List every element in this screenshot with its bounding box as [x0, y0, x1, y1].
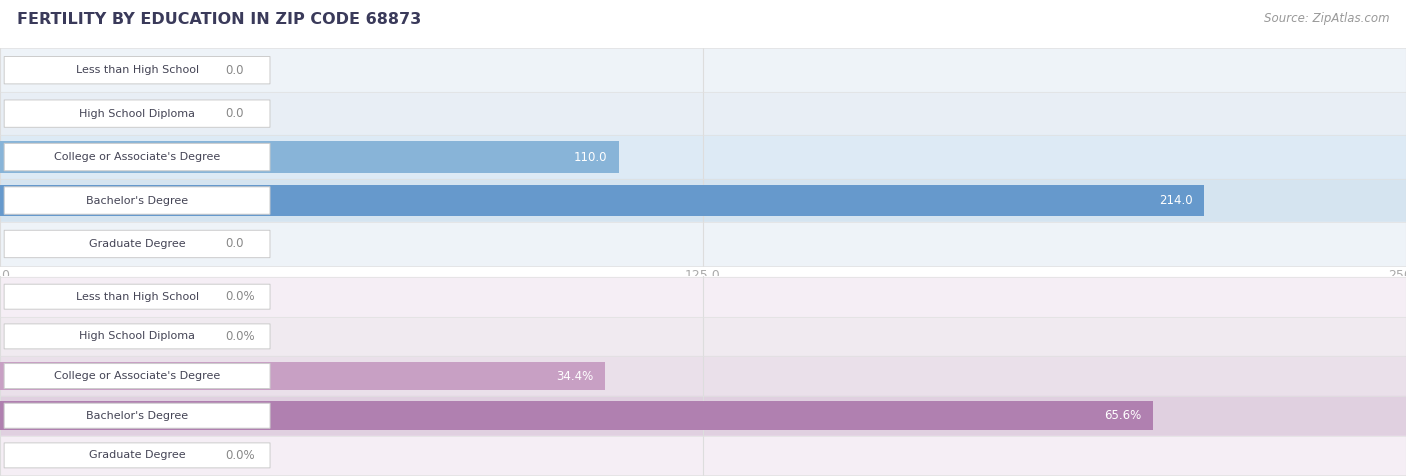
Bar: [0, 135, 1406, 179]
FancyBboxPatch shape: [4, 187, 270, 214]
Text: High School Diploma: High School Diploma: [79, 109, 195, 119]
Bar: [0, 185, 1204, 216]
Text: 34.4%: 34.4%: [557, 369, 593, 383]
Bar: [0, 277, 1406, 317]
FancyBboxPatch shape: [4, 284, 270, 309]
Text: 0.0%: 0.0%: [225, 330, 254, 343]
Bar: [0, 222, 1406, 266]
FancyBboxPatch shape: [4, 100, 270, 127]
Text: Bachelor's Degree: Bachelor's Degree: [86, 411, 188, 421]
Text: College or Associate's Degree: College or Associate's Degree: [53, 371, 221, 381]
Text: FERTILITY BY EDUCATION IN ZIP CODE 68873: FERTILITY BY EDUCATION IN ZIP CODE 68873: [17, 12, 422, 27]
FancyBboxPatch shape: [4, 403, 270, 428]
Bar: [0, 401, 1153, 430]
Text: 110.0: 110.0: [574, 150, 607, 164]
FancyBboxPatch shape: [4, 364, 270, 388]
FancyBboxPatch shape: [4, 324, 270, 349]
Text: Less than High School: Less than High School: [76, 292, 198, 302]
FancyBboxPatch shape: [4, 443, 270, 468]
Text: 0.0: 0.0: [225, 64, 243, 77]
Text: Graduate Degree: Graduate Degree: [89, 450, 186, 460]
Text: 0.0: 0.0: [225, 238, 243, 250]
Bar: [0, 396, 1406, 436]
Text: 0.0: 0.0: [225, 107, 243, 120]
FancyBboxPatch shape: [4, 143, 270, 171]
Text: High School Diploma: High School Diploma: [79, 331, 195, 341]
Bar: [0, 179, 1406, 222]
Text: Source: ZipAtlas.com: Source: ZipAtlas.com: [1264, 12, 1389, 25]
Bar: [0, 362, 605, 390]
Text: 0.0%: 0.0%: [225, 290, 254, 303]
Text: 214.0: 214.0: [1159, 194, 1192, 207]
FancyBboxPatch shape: [4, 57, 270, 84]
Text: Graduate Degree: Graduate Degree: [89, 239, 186, 249]
Text: Bachelor's Degree: Bachelor's Degree: [86, 196, 188, 206]
FancyBboxPatch shape: [4, 230, 270, 258]
Text: 65.6%: 65.6%: [1105, 409, 1142, 422]
Text: Less than High School: Less than High School: [76, 65, 198, 75]
Bar: [0, 92, 1406, 135]
Bar: [0, 356, 1406, 396]
Bar: [0, 436, 1406, 475]
Bar: [0, 317, 1406, 356]
Bar: [0, 141, 619, 173]
Text: 0.0%: 0.0%: [225, 449, 254, 462]
Bar: [0, 49, 1406, 92]
Text: College or Associate's Degree: College or Associate's Degree: [53, 152, 221, 162]
